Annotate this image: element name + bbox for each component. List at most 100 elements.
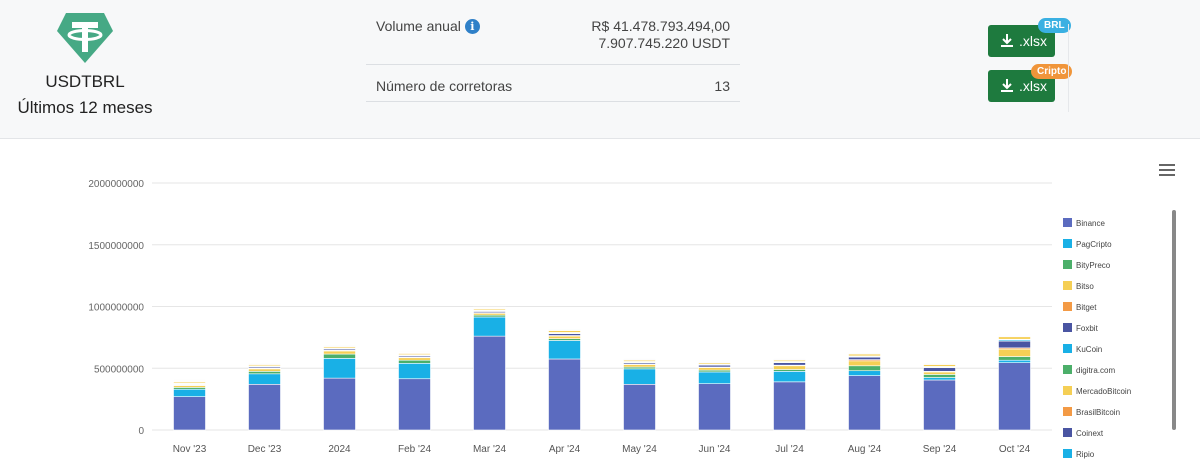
annual-volume-brl: R$ 41.478.793.494,00: [591, 18, 730, 34]
bar-segment: [698, 360, 731, 362]
x-tick-label: 2024: [328, 444, 351, 455]
pair-symbol: USDTBRL: [45, 72, 125, 91]
x-tick-label: Oct '24: [999, 444, 1031, 455]
bar-segment: [698, 371, 731, 384]
legend-label: KuCoin: [1076, 345, 1102, 354]
bar-segment: [998, 348, 1031, 357]
bar-segment: [398, 351, 431, 353]
bar-segment: [248, 362, 281, 364]
cripto-badge: Cripto: [1031, 64, 1073, 79]
bar-segment: [848, 351, 881, 354]
legend-label: Ripio: [1076, 450, 1095, 459]
download-icon: [1001, 34, 1013, 47]
bar-segment: [773, 365, 806, 370]
brokers-count-value: 13: [714, 78, 730, 94]
x-tick-label: Jul '24: [775, 444, 804, 455]
bar-segment: [248, 368, 281, 372]
bar-segment: [548, 340, 581, 360]
x-tick-label: Aug '24: [848, 444, 882, 455]
bar-segment: [323, 377, 356, 431]
bar-segment: [623, 364, 656, 368]
legend-scrollbar[interactable]: [1172, 210, 1176, 430]
bar-segment: [623, 368, 656, 385]
bar-segment: [998, 359, 1031, 363]
legend-swatch: [1063, 407, 1072, 416]
legend-swatch: [1063, 302, 1072, 311]
legend-label: Bitget: [1076, 303, 1097, 312]
bar-segment: [398, 359, 431, 364]
legend-label: Coinext: [1076, 429, 1104, 438]
legend-swatch: [1063, 449, 1072, 458]
tether-logo-icon: [57, 13, 113, 63]
bar-segment: [998, 362, 1031, 431]
info-icon[interactable]: i: [464, 19, 480, 34]
bar-segment: [323, 353, 356, 359]
x-tick-label: Nov '23: [173, 444, 207, 455]
summary-header: USDTBRL Últimos 12 meses Volume anual i R…: [0, 0, 1200, 139]
bar-segment: [548, 358, 581, 431]
annual-volume-values: R$ 41.478.793.494,00 7.907.745.220 USDT: [591, 18, 730, 52]
bar-segment: [773, 358, 806, 360]
x-tick-label: Mar '24: [473, 444, 506, 455]
brokers-count-label: Número de corretoras: [376, 78, 513, 94]
bar-segment: [248, 384, 281, 431]
annual-volume-usdt: 7.907.745.220 USDT: [598, 35, 730, 51]
bar-segment: [248, 373, 281, 385]
download-brl-xlsx-button[interactable]: .xlsx: [988, 25, 1055, 57]
chart-menu-icon[interactable]: [1159, 164, 1175, 178]
legend-label: BrasilBitcoin: [1076, 408, 1120, 417]
legend-swatch: [1063, 344, 1072, 353]
bar-segment: [398, 357, 431, 361]
legend-swatch: [1063, 239, 1072, 248]
bar-segment: [398, 363, 431, 380]
bar-segment: [773, 362, 806, 366]
bar-segment: [923, 367, 956, 372]
y-tick-label: 0: [138, 426, 144, 437]
bar-segment: [773, 371, 806, 383]
y-tick-label: 1500000000: [88, 241, 144, 252]
x-tick-label: Apr '24: [549, 444, 581, 455]
bar-segment: [998, 356, 1031, 361]
bar-segment: [923, 379, 956, 431]
legend-swatch: [1063, 260, 1072, 269]
x-tick-label: Sep '24: [923, 444, 957, 455]
period-label: Últimos 12 meses: [17, 98, 153, 117]
bar-segment: [848, 370, 881, 376]
bar-segment: [998, 340, 1031, 349]
bar-segment: [923, 371, 956, 375]
y-tick-label: 1000000000: [88, 303, 144, 314]
y-tick-label: 2000000000: [88, 179, 144, 190]
bar-segment: [323, 350, 356, 355]
bar-segment: [923, 377, 956, 381]
bar-segment: [473, 306, 506, 309]
download-brl-label: .xlsx: [1019, 33, 1047, 49]
legend-swatch: [1063, 281, 1072, 290]
bar-segment: [623, 384, 656, 431]
bar-segment: [623, 358, 656, 360]
x-tick-label: Feb '24: [398, 444, 431, 455]
legend-label: Foxbit: [1076, 324, 1099, 333]
bar-segment: [848, 356, 881, 360]
bar-segment: [323, 358, 356, 379]
x-tick-label: Jun '24: [699, 444, 731, 455]
legend-label: Binance: [1076, 219, 1105, 228]
bar-segment: [548, 328, 581, 330]
legend-label: PagCripto: [1076, 240, 1112, 249]
bar-segment: [848, 360, 881, 367]
bar-segment: [473, 335, 506, 431]
legend-swatch: [1063, 365, 1072, 374]
bar-segment: [698, 367, 731, 371]
bar-segment: [998, 336, 1031, 340]
bar-segment: [173, 388, 206, 397]
bar-segment: [848, 375, 881, 431]
bar-segment: [173, 379, 206, 381]
legend-label: MercadoBitcoin: [1076, 387, 1131, 396]
bar-segment: [248, 371, 281, 375]
annual-volume-row: Volume anual i R$ 41.478.793.494,00 7.907…: [366, 14, 740, 65]
header-divider: [1068, 24, 1069, 112]
x-tick-label: Dec '23: [248, 444, 282, 455]
legend-label: BityPreco: [1076, 261, 1111, 270]
y-tick-label: 500000000: [94, 364, 144, 375]
volume-stacked-bar-chart: 0 500000000 1000000000 1500000000 2000000000…: [88, 179, 1131, 459]
legend-swatch: [1063, 323, 1072, 332]
